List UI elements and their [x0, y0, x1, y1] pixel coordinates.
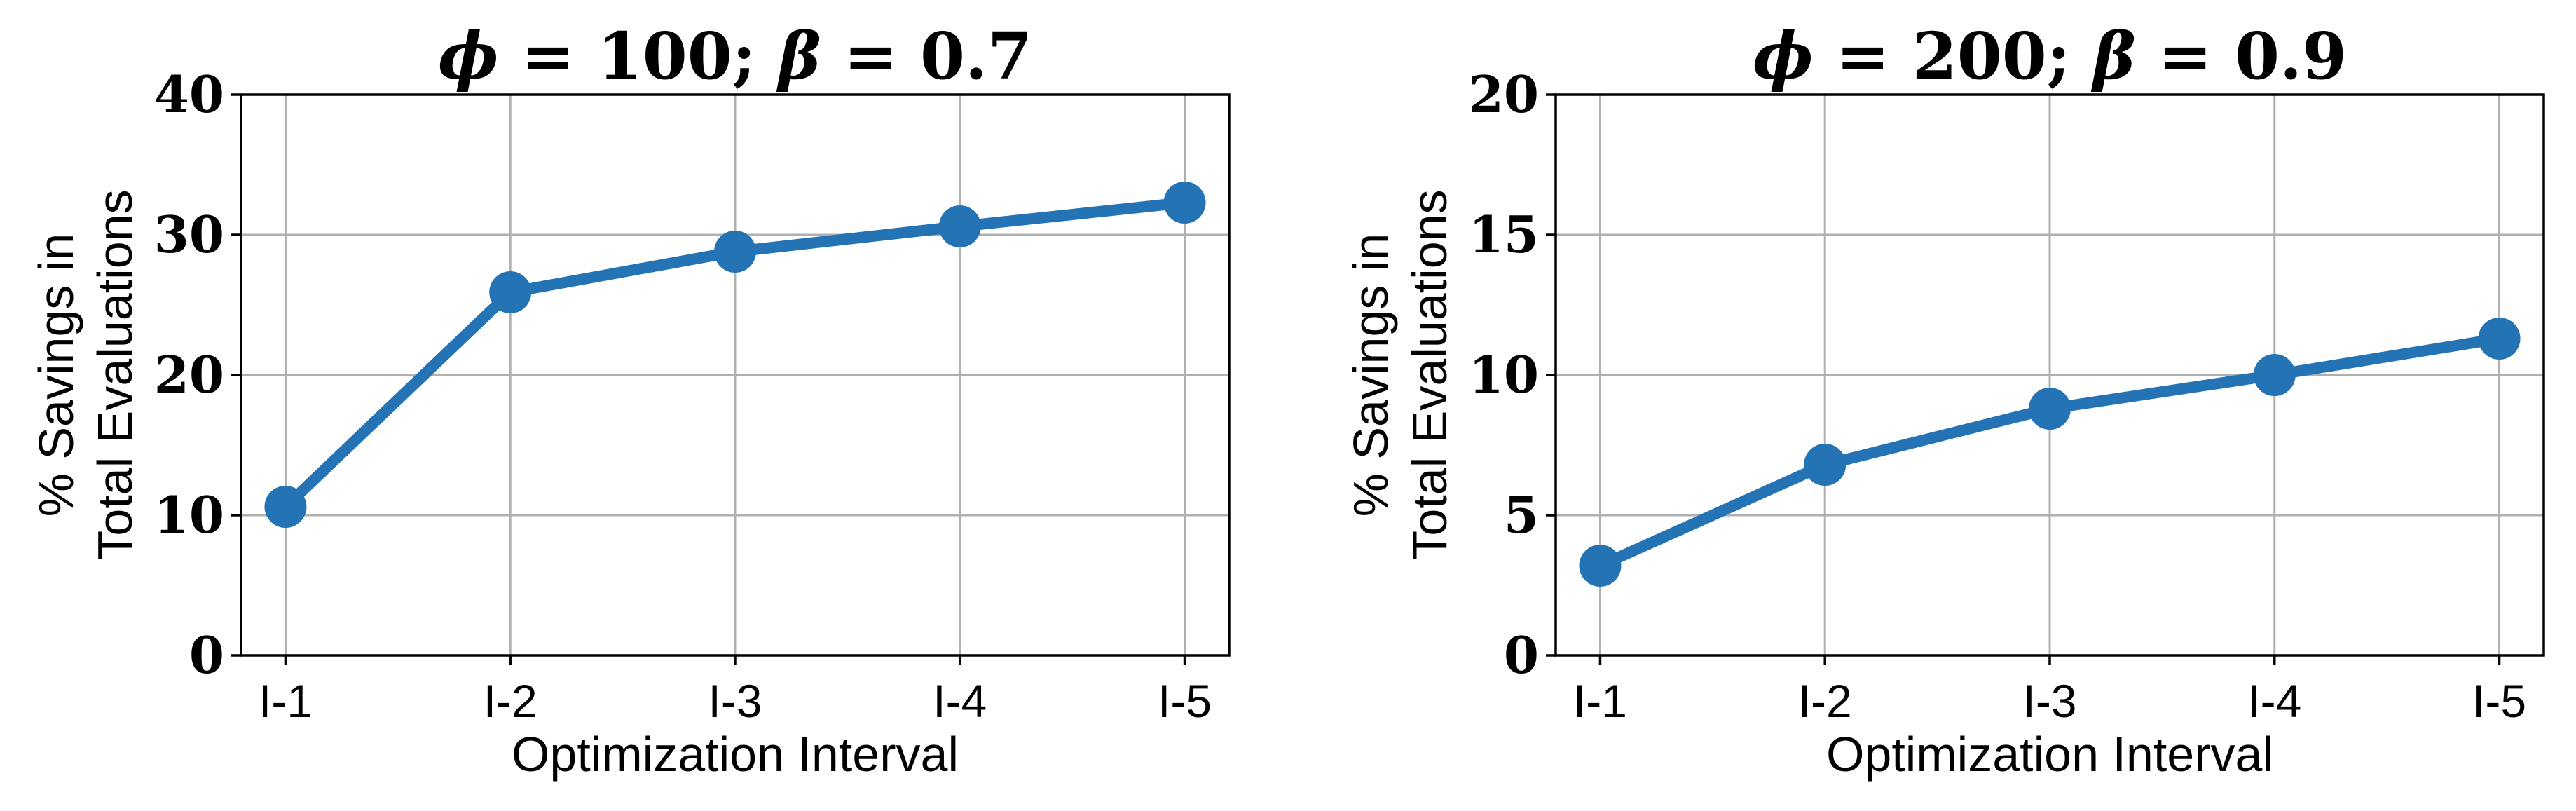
- x-axis-label: Optimization Interval: [1826, 727, 2273, 782]
- chart-left-svg: 0 10 20 30 40 I-1 I-2 I-3 I-4 I-5 ϕ = 100; β = 0.7…: [29, 18, 1231, 782]
- y-tick-label: 40: [154, 64, 224, 124]
- chart-title: ϕ = 100; β = 0.7: [438, 18, 1032, 94]
- data-point: [714, 231, 756, 273]
- data-point: [489, 271, 532, 313]
- data-point: [2253, 354, 2296, 396]
- chart-right: 0 5 10 15 20 I-1 I-2 I-3 I-4 I-5 ϕ = 200; β = 0.9 O…: [1288, 0, 2576, 811]
- x-tick-label: I-1: [259, 675, 313, 727]
- y-tick-label: 20: [154, 345, 224, 404]
- x-tick-label: I-2: [1798, 675, 1852, 727]
- chart-title: ϕ = 200; β = 0.9: [1753, 18, 2347, 94]
- x-tick-label: I-4: [933, 675, 987, 727]
- data-point: [2478, 318, 2521, 360]
- x-tick-label: I-2: [484, 675, 537, 727]
- x-tick-label: I-5: [1158, 675, 1212, 727]
- y-tick-label: 20: [1469, 64, 1539, 124]
- x-tick-label: I-5: [2472, 675, 2526, 727]
- data-point: [1579, 545, 1622, 587]
- x-tick-label: I-4: [2247, 675, 2301, 727]
- data-point: [1804, 444, 1847, 486]
- data-point: [2029, 388, 2071, 430]
- data-point: [938, 205, 981, 247]
- grid: [1556, 93, 2544, 657]
- x-tick-label: I-3: [2022, 675, 2076, 727]
- y-tick-label: 0: [1504, 625, 1539, 685]
- y-tick-label: 10: [1469, 345, 1539, 404]
- y-tick-label: 15: [1469, 205, 1539, 264]
- x-axis-label: Optimization Interval: [512, 727, 959, 782]
- y-tick-label: 0: [189, 625, 224, 685]
- y-axis-label: % Savings inTotal Evaluations: [1343, 189, 1457, 560]
- data-point: [264, 486, 307, 528]
- y-tick-label: 5: [1504, 485, 1539, 545]
- x-tick-label: I-3: [708, 675, 762, 727]
- x-tick-label: I-1: [1573, 675, 1627, 727]
- y-tick-label: 10: [154, 485, 224, 545]
- y-tick-label: 30: [154, 205, 224, 264]
- y-axis-label: % Savings inTotal Evaluations: [29, 189, 142, 560]
- data-point: [1163, 182, 1206, 224]
- chart-left: 0 10 20 30 40 I-1 I-2 I-3 I-4 I-5 ϕ = 100; β = 0.7…: [29, 18, 1231, 782]
- grid: [241, 93, 1229, 657]
- chart-right-svg: 0 5 10 15 20 I-1 I-2 I-3 I-4 I-5 ϕ = 200; β = 0.9 O…: [1343, 18, 2545, 782]
